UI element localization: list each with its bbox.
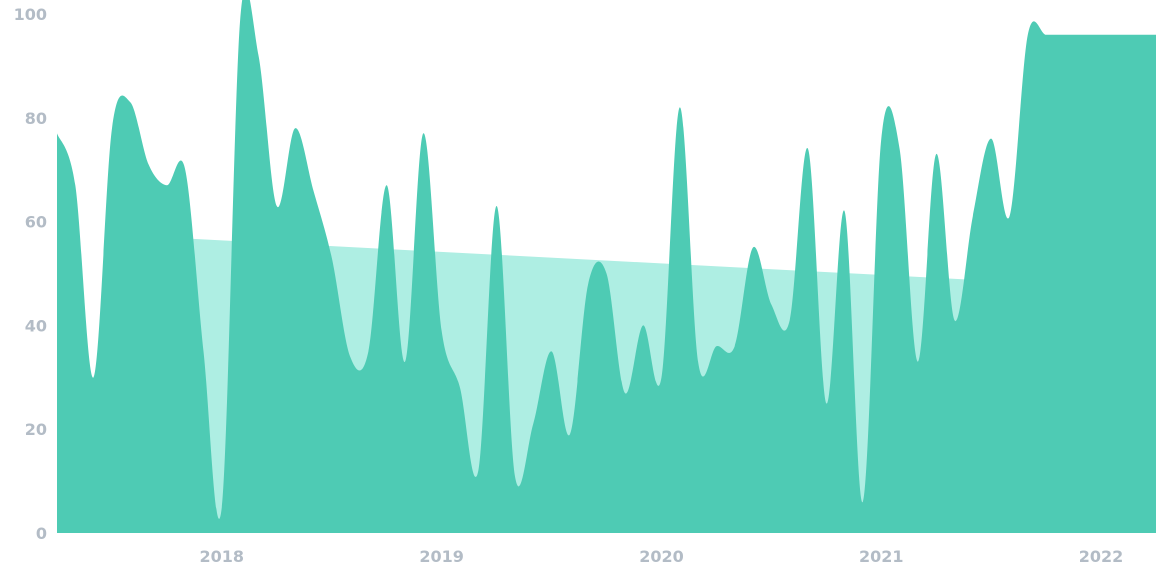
y-tick-label: 60 bbox=[25, 213, 47, 232]
x-tick-label: 2018 bbox=[200, 547, 245, 566]
x-axis: 2018 2019 2020 2021 2022 bbox=[200, 547, 1124, 566]
y-tick-label: 100 bbox=[14, 5, 47, 24]
value-area bbox=[57, 0, 1156, 533]
y-axis: 0 20 40 60 80 100 bbox=[14, 5, 47, 543]
y-tick-label: 20 bbox=[25, 420, 47, 439]
x-tick-label: 2022 bbox=[1079, 547, 1124, 566]
x-tick-label: 2021 bbox=[859, 547, 904, 566]
y-tick-label: 80 bbox=[25, 109, 47, 128]
y-tick-label: 0 bbox=[36, 524, 47, 543]
y-tick-label: 40 bbox=[25, 316, 47, 335]
x-tick-label: 2019 bbox=[419, 547, 464, 566]
x-tick-label: 2020 bbox=[639, 547, 684, 566]
area-layer bbox=[57, 0, 1156, 533]
